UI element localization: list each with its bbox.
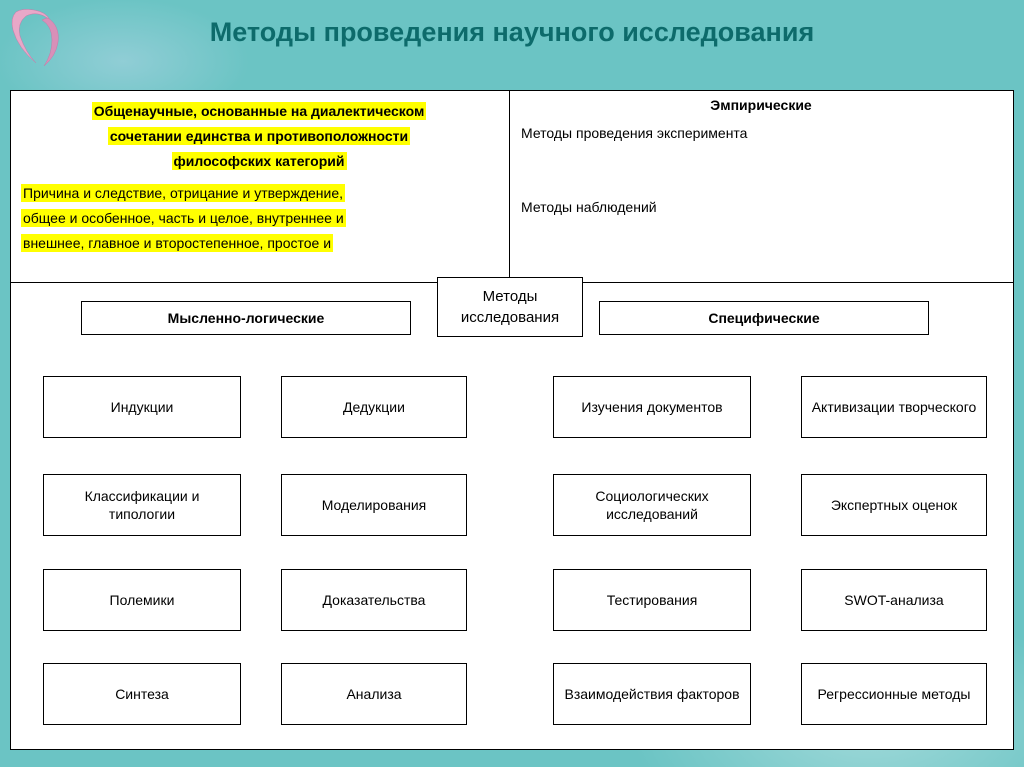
tl-body-line-1: Причина и следствие, отрицание и утвержд… bbox=[21, 184, 345, 202]
col-header-left: Мысленно-логические bbox=[81, 301, 411, 335]
top-left-cell: Общенаучные, основанные на диалектическо… bbox=[11, 91, 507, 260]
method-box: Социологических исследований bbox=[553, 474, 751, 536]
method-box: Классификации и типологии bbox=[43, 474, 241, 536]
top-right-heading: Эмпирические bbox=[521, 97, 1001, 113]
diagram-container: Общенаучные, основанные на диалектическо… bbox=[10, 90, 1014, 750]
method-box: Дедукции bbox=[281, 376, 467, 438]
method-box: Полемики bbox=[43, 569, 241, 631]
tl-body-line-3: внешнее, главное и второстепенное, прост… bbox=[21, 234, 333, 252]
method-box: Анализа bbox=[281, 663, 467, 725]
method-box: Доказательства bbox=[281, 569, 467, 631]
slide-title: Методы проведения научного исследования bbox=[0, 16, 1024, 50]
tr-line-1: Методы проведения эксперимента bbox=[521, 125, 1001, 141]
top-left-body: Причина и следствие, отрицание и утвержд… bbox=[21, 181, 497, 257]
method-box: Экспертных оценок bbox=[801, 474, 987, 536]
tl-body-line-2: общее и особенное, часть и целое, внутре… bbox=[21, 209, 346, 227]
tl-head-line-3: философских категорий bbox=[172, 152, 347, 170]
method-box: Моделирования bbox=[281, 474, 467, 536]
top-left-heading: Общенаучные, основанные на диалектическо… bbox=[21, 99, 497, 175]
center-box: Методы исследования bbox=[437, 277, 583, 337]
center-box-label: Методы исследования bbox=[461, 288, 559, 326]
method-box: SWOT-анализа bbox=[801, 569, 987, 631]
top-right-cell: Эмпирические Методы проведения экспериме… bbox=[511, 91, 1011, 227]
method-box: Активизации творческого bbox=[801, 376, 987, 438]
tl-head-line-2: сочетании единства и противоположности bbox=[108, 127, 410, 145]
method-box: Регрессионные методы bbox=[801, 663, 987, 725]
method-box: Изучения документов bbox=[553, 376, 751, 438]
vertical-divider-top bbox=[509, 91, 510, 282]
method-box: Тестирования bbox=[553, 569, 751, 631]
tl-head-line-1: Общенаучные, основанные на диалектическо… bbox=[92, 102, 427, 120]
method-box: Синтеза bbox=[43, 663, 241, 725]
method-box: Взаимодействия факторов bbox=[553, 663, 751, 725]
col-header-right: Специфические bbox=[599, 301, 929, 335]
method-box: Индукции bbox=[43, 376, 241, 438]
tr-line-2: Методы наблюдений bbox=[521, 199, 1001, 215]
